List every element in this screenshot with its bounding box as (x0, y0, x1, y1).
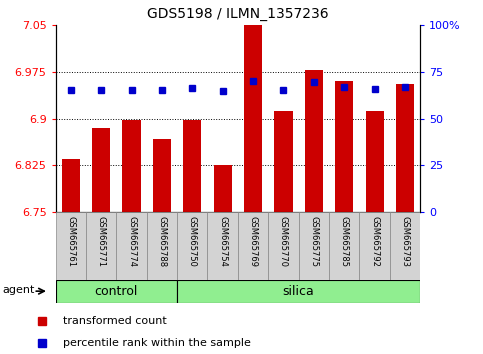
Text: GSM665769: GSM665769 (249, 216, 257, 267)
Bar (153, 139, 171, 212)
Bar (238, 212, 268, 280)
Bar (390, 212, 420, 280)
Text: percentile rank within the sample: percentile rank within the sample (63, 338, 251, 348)
Text: agent: agent (3, 285, 35, 295)
Text: GSM665788: GSM665788 (157, 216, 167, 267)
Text: GSM665754: GSM665754 (218, 216, 227, 267)
Text: GSM665775: GSM665775 (309, 216, 318, 267)
Text: control: control (95, 285, 138, 298)
Bar (298, 212, 329, 280)
Bar (335, 81, 354, 212)
Bar (92, 128, 110, 212)
Bar (366, 111, 384, 212)
Text: GSM665793: GSM665793 (400, 216, 410, 267)
Bar (329, 212, 359, 280)
Text: transformed count: transformed count (63, 316, 167, 326)
Bar (268, 212, 298, 280)
Text: silica: silica (283, 285, 314, 298)
Bar (183, 120, 201, 212)
Bar (208, 212, 238, 280)
Bar (147, 212, 177, 280)
Text: GSM665774: GSM665774 (127, 216, 136, 267)
Title: GDS5198 / ILMN_1357236: GDS5198 / ILMN_1357236 (147, 7, 329, 21)
Bar (177, 212, 208, 280)
Bar (116, 212, 147, 280)
Bar (244, 25, 262, 212)
Text: GSM665761: GSM665761 (66, 216, 75, 267)
Bar (177, 280, 420, 303)
Bar (274, 111, 293, 212)
Bar (56, 212, 86, 280)
Bar (62, 159, 80, 212)
Text: GSM665771: GSM665771 (97, 216, 106, 267)
Bar (56, 280, 177, 303)
Bar (359, 212, 390, 280)
Text: GSM665750: GSM665750 (188, 216, 197, 267)
Bar (213, 165, 232, 212)
Text: GSM665792: GSM665792 (370, 216, 379, 267)
Text: GSM665785: GSM665785 (340, 216, 349, 267)
Bar (122, 120, 141, 212)
Bar (396, 84, 414, 212)
Bar (305, 70, 323, 212)
Text: GSM665770: GSM665770 (279, 216, 288, 267)
Bar (86, 212, 116, 280)
